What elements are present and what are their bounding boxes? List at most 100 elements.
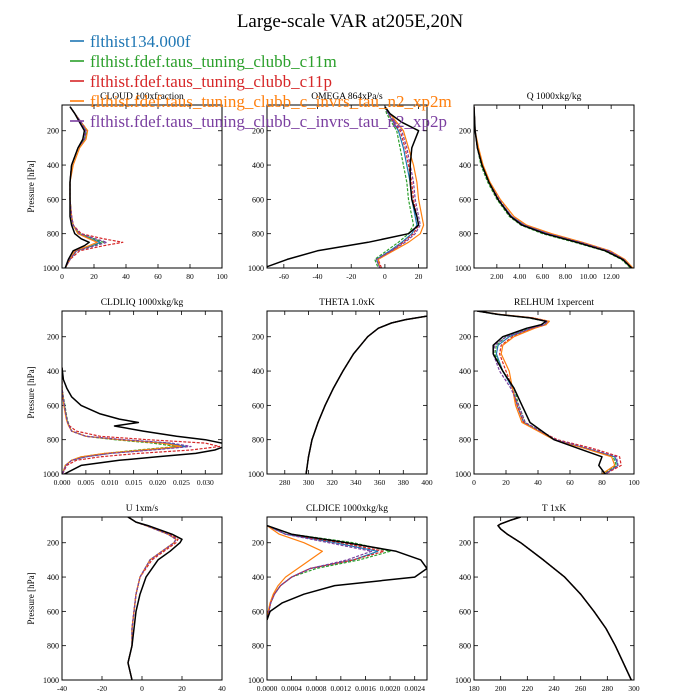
- series-group: [267, 106, 425, 268]
- figure-title: Large-scale VAR at205E,20N: [237, 11, 464, 32]
- panel-title: T 1xK: [542, 504, 567, 514]
- y-tick-label: 400: [47, 161, 59, 170]
- series-line-0: [62, 367, 222, 474]
- panel-title: CLDLIQ 1000xkg/kg: [101, 298, 184, 308]
- series-line-5: [62, 367, 192, 474]
- plot-frame: [61, 516, 223, 681]
- series-line-4: [305, 315, 427, 474]
- series-line-0: [267, 106, 420, 268]
- series-line-3: [474, 106, 633, 268]
- y-tick-label: 600: [252, 401, 264, 410]
- series-group: [64, 106, 124, 268]
- series-line-4: [377, 106, 425, 268]
- y-tick-label: 600: [47, 607, 59, 616]
- y-tick-label: 400: [459, 573, 471, 582]
- x-tick-label: 340: [350, 478, 362, 487]
- y-tick-label: 600: [252, 607, 264, 616]
- x-tick-label: 0: [472, 478, 476, 487]
- series-line-2: [374, 106, 415, 268]
- panel-2: OMEGA 864xPa/s 200 400 600 800 1000 -60 -40 -20 0…: [248, 92, 428, 281]
- series-line-5: [127, 517, 177, 680]
- y-tick-label: 400: [47, 367, 59, 376]
- y-tick-label: 400: [252, 367, 264, 376]
- x-tick-label: 0.0016: [355, 684, 376, 693]
- panel-title: OMEGA 864xPa/s: [311, 92, 383, 102]
- series-line-5: [474, 106, 633, 268]
- y-tick-label: 400: [252, 161, 264, 170]
- x-tick-label: 80: [598, 478, 606, 487]
- y-tick-label: 1000: [248, 264, 264, 273]
- x-tick-label: 12.00: [603, 272, 620, 281]
- x-tick-label: -20: [97, 684, 107, 693]
- legend-entry: flthist.fdef.taus_tuning_clubb_c_invrs_t…: [70, 112, 447, 131]
- y-tick-label: 400: [252, 573, 264, 582]
- panel-title: CLDICE 1000xkg/kg: [306, 504, 388, 514]
- series-line-3: [477, 311, 622, 474]
- x-tick-label: 0.0004: [281, 684, 302, 693]
- x-tick-label: 0.010: [101, 478, 118, 487]
- series-line-3: [62, 367, 221, 474]
- x-tick-label: -40: [313, 272, 323, 281]
- y-tick-label: 800: [47, 436, 59, 445]
- x-tick-label: 80: [186, 272, 194, 281]
- y-tick-label: 800: [459, 436, 471, 445]
- y-tick-label: 200: [47, 127, 59, 136]
- series-line-2: [474, 106, 632, 268]
- y-tick-label: 1000: [248, 676, 264, 685]
- panel-5: THETA 1.0xK 200 400 600 800 1000 280 300 320 340 3…: [248, 298, 433, 487]
- panel-title: Q 1000xkg/kg: [527, 92, 582, 102]
- y-tick-label: 200: [252, 539, 264, 548]
- y-tick-label: 600: [459, 195, 471, 204]
- x-tick-label: -40: [57, 684, 67, 693]
- series-line-0: [474, 106, 633, 268]
- series-line-1: [477, 311, 619, 474]
- series-group: [305, 315, 427, 474]
- legend-label: flthist.fdef.taus_tuning_clubb_c_invrs_t…: [90, 112, 447, 131]
- x-tick-label: 260: [575, 684, 587, 693]
- y-tick-label: 1000: [43, 470, 59, 479]
- series-group: [62, 367, 222, 474]
- series-group: [474, 106, 634, 268]
- y-tick-label: 800: [459, 230, 471, 239]
- x-tick-label: 380: [398, 478, 410, 487]
- x-tick-label: 20: [90, 272, 98, 281]
- y-tick-label: 1000: [455, 470, 471, 479]
- y-tick-label: 800: [252, 436, 264, 445]
- y-tick-label: 1000: [43, 676, 59, 685]
- y-tick-label: 800: [47, 642, 59, 651]
- x-tick-label: 280: [602, 684, 614, 693]
- plot-frame: [61, 310, 223, 475]
- y-tick-label: 800: [252, 230, 264, 239]
- x-tick-label: 40: [534, 478, 542, 487]
- series-line-0: [497, 517, 632, 680]
- x-tick-label: 0.0020: [380, 684, 401, 693]
- series-line-1: [267, 525, 379, 621]
- y-tick-label: 600: [459, 607, 471, 616]
- x-tick-label: 180: [468, 684, 480, 693]
- legend: flthist134.000f flthist.fdef.taus_tuning_…: [70, 32, 452, 131]
- series-line-0: [305, 315, 427, 474]
- x-tick-label: 0.0012: [331, 684, 352, 693]
- plot-frame: [266, 310, 428, 475]
- x-tick-label: 0.000: [54, 478, 71, 487]
- y-tick-label: 200: [47, 539, 59, 548]
- series-line-4: [477, 311, 616, 474]
- x-tick-label: 300: [303, 478, 315, 487]
- x-tick-label: 400: [421, 478, 433, 487]
- series-group: [477, 311, 622, 474]
- x-tick-label: 100: [216, 272, 228, 281]
- series-line-5: [64, 106, 108, 268]
- plot-frame: [473, 310, 635, 475]
- plot-frame: [61, 104, 223, 269]
- legend-label: flthist134.000f: [90, 32, 191, 51]
- x-tick-label: 20: [415, 272, 423, 281]
- legend-entry: flthist134.000f: [70, 32, 191, 51]
- x-tick-label: 0: [60, 272, 64, 281]
- panel-4: CLDLIQ 1000xkg/kg Pressure [hPa] 200 400 600…: [26, 298, 223, 487]
- y-axis-label: Pressure [hPa]: [26, 572, 36, 624]
- x-tick-label: 2.00: [490, 272, 503, 281]
